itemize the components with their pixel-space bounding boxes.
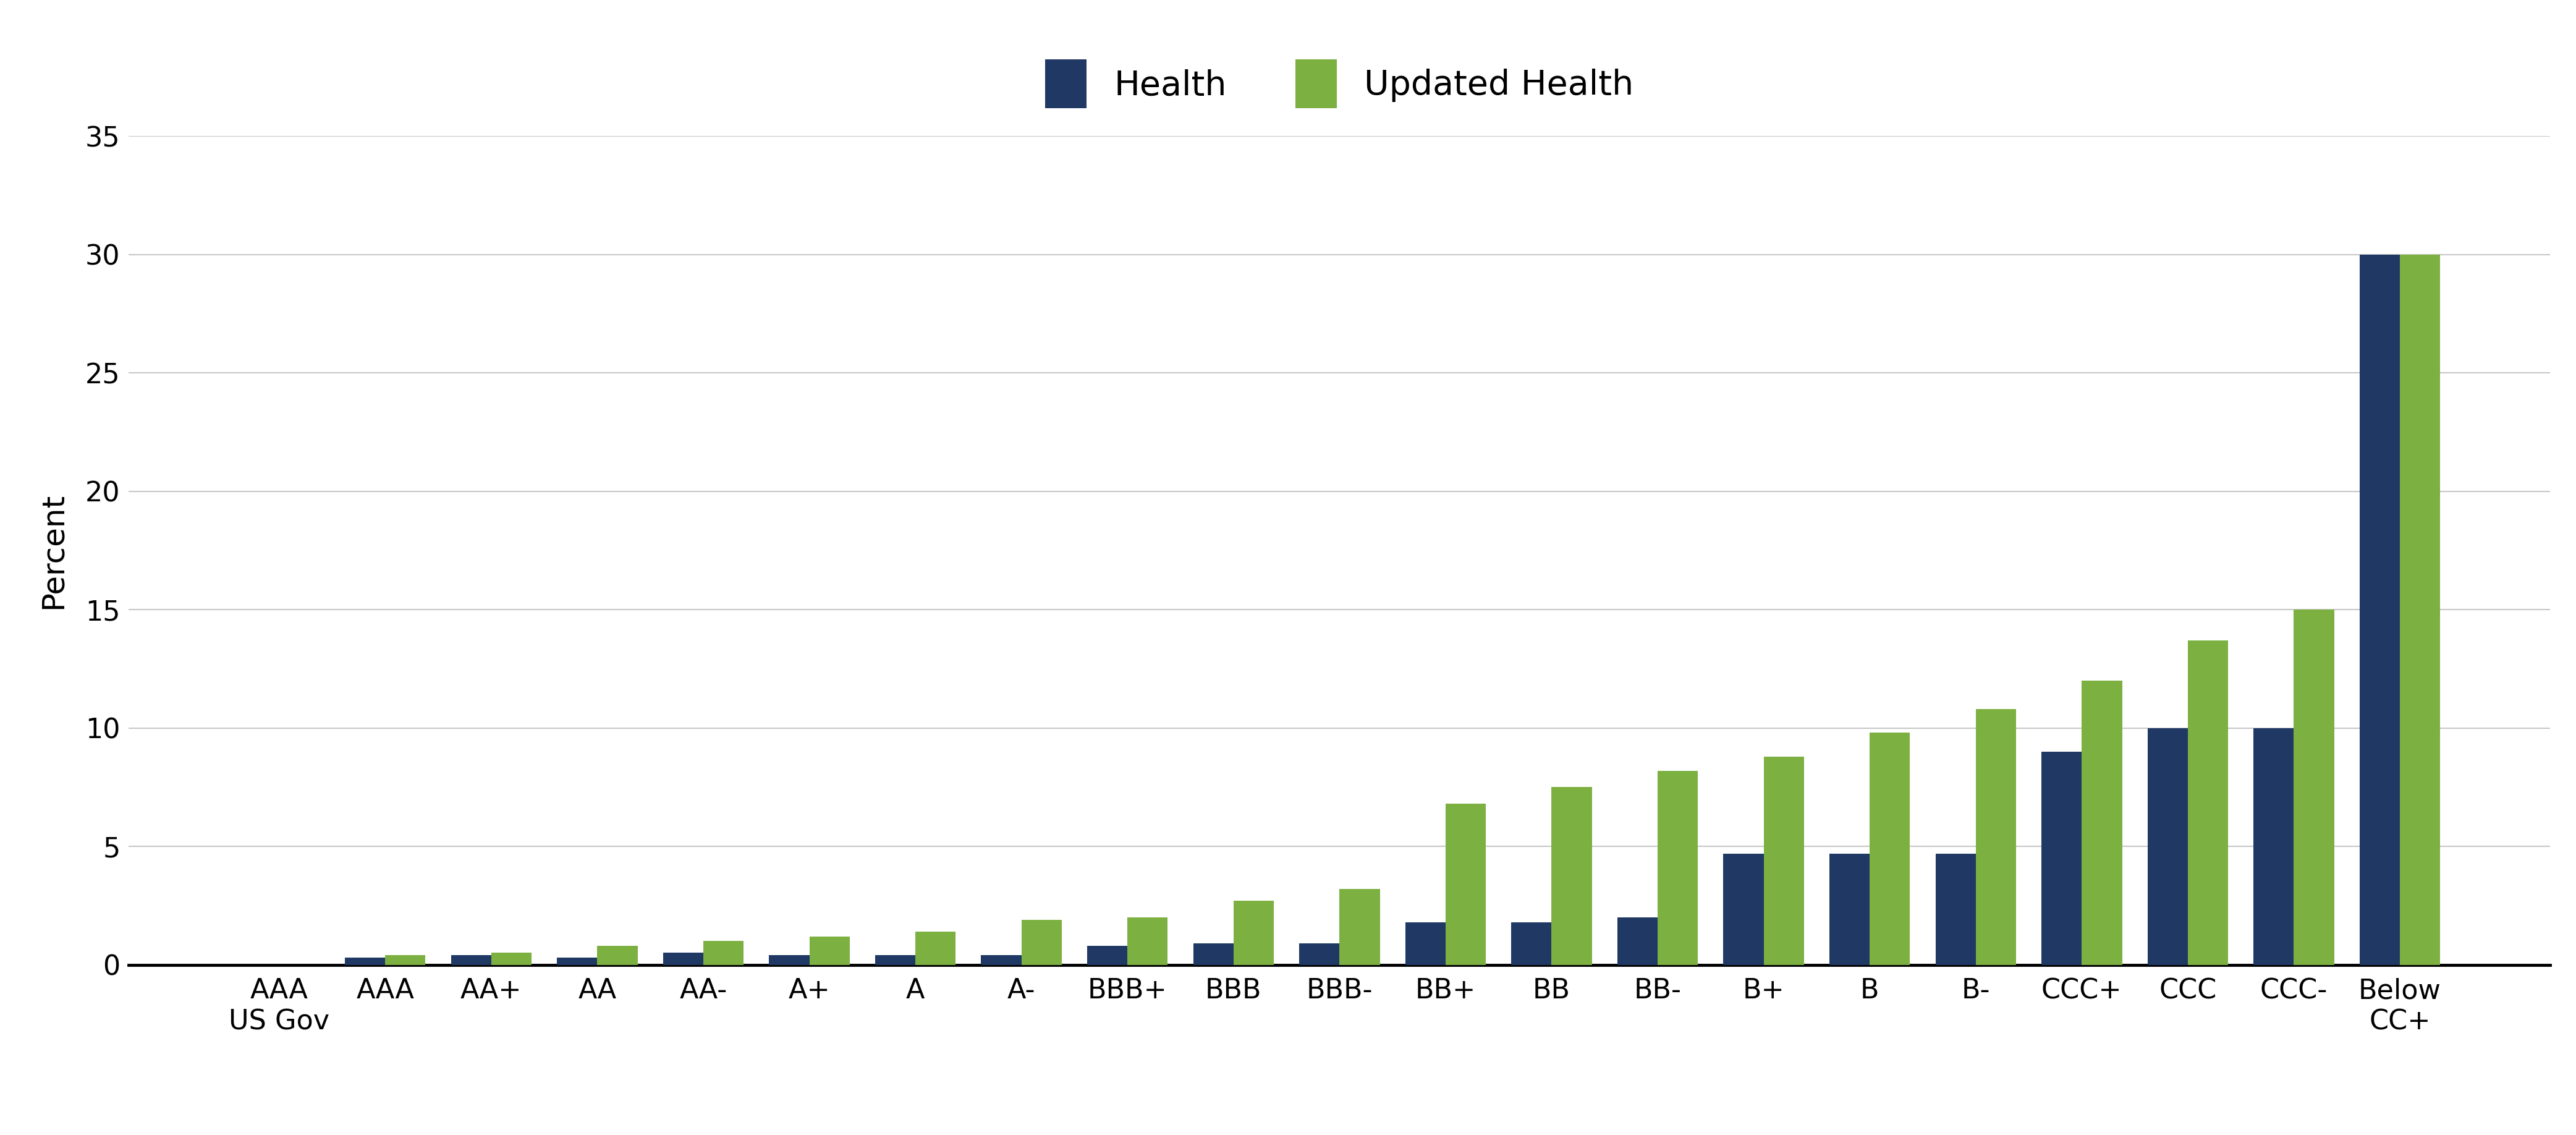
Bar xyxy=(451,956,492,965)
Bar xyxy=(981,956,1023,965)
Bar xyxy=(1829,854,1870,965)
Bar xyxy=(876,956,914,965)
Bar xyxy=(556,958,598,965)
Bar xyxy=(1765,756,1803,965)
Bar xyxy=(1935,854,1976,965)
Bar xyxy=(1551,788,1592,965)
Bar xyxy=(2187,640,2228,965)
Bar xyxy=(1618,917,1656,965)
Bar xyxy=(2040,751,2081,965)
Bar xyxy=(809,936,850,965)
Bar xyxy=(914,932,956,965)
Bar xyxy=(2148,728,2187,965)
Bar xyxy=(598,945,639,965)
Bar xyxy=(1723,854,1765,965)
Bar xyxy=(1087,945,1128,965)
Bar xyxy=(1406,922,1445,965)
Bar xyxy=(2081,681,2123,965)
Bar xyxy=(2401,254,2439,965)
Bar xyxy=(2360,254,2401,965)
Bar xyxy=(703,941,744,965)
Bar xyxy=(2293,609,2334,965)
Bar xyxy=(386,956,425,965)
Bar xyxy=(1445,804,1486,965)
Bar xyxy=(662,953,703,965)
Bar xyxy=(1870,733,1909,965)
Bar xyxy=(1193,943,1234,965)
Bar xyxy=(1976,709,2017,965)
Bar xyxy=(1023,919,1061,965)
Bar xyxy=(1128,917,1167,965)
Bar xyxy=(1298,943,1340,965)
Bar xyxy=(770,956,809,965)
Bar xyxy=(1340,889,1381,965)
Bar xyxy=(1512,922,1551,965)
Bar xyxy=(345,958,386,965)
Legend: Health, Updated Health: Health, Updated Health xyxy=(1030,45,1649,121)
Bar xyxy=(2254,728,2293,965)
Bar xyxy=(492,953,531,965)
Y-axis label: Percent: Percent xyxy=(39,493,67,608)
Bar xyxy=(1234,901,1273,965)
Bar xyxy=(1656,771,1698,965)
